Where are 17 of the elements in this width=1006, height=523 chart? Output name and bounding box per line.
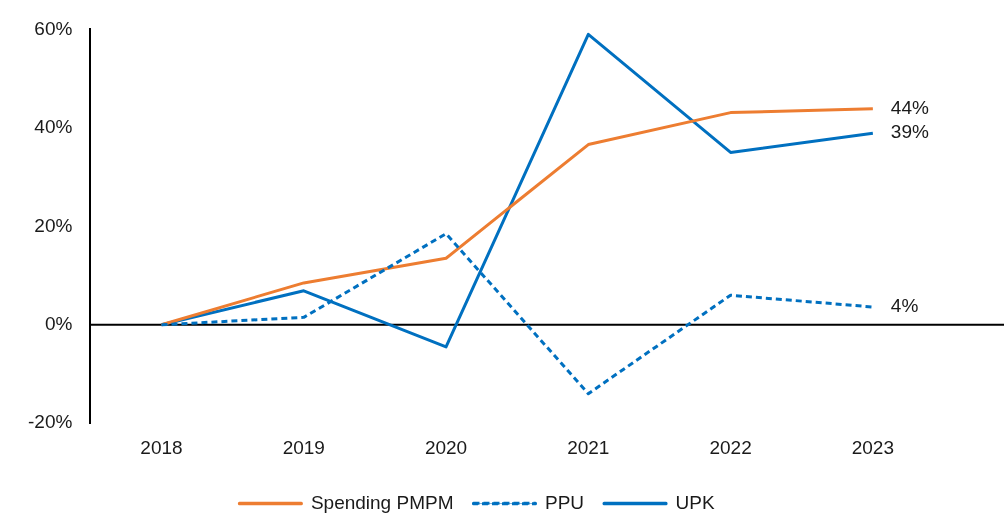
data-label: 4% <box>890 295 919 317</box>
x-tick-label: 2021 <box>567 436 610 458</box>
legend-label: Spending PMPM <box>310 491 454 513</box>
data-label: 44% <box>890 96 929 118</box>
x-tick-label: 2022 <box>709 436 752 458</box>
legend-label: PPU <box>544 491 585 513</box>
y-tick-label: 20% <box>34 214 73 236</box>
y-tick-label: -20% <box>28 411 73 433</box>
x-tick-label: 2018 <box>140 436 183 458</box>
x-tick-label: 2023 <box>851 436 894 458</box>
data-label: 39% <box>890 121 929 143</box>
x-tick-label: 2020 <box>424 436 468 458</box>
y-tick-label: 0% <box>44 312 73 334</box>
y-tick-label: 40% <box>34 116 73 138</box>
legend-label: UPK <box>675 491 715 513</box>
y-tick-label: 60% <box>34 17 73 39</box>
x-tick-label: 2019 <box>282 436 325 458</box>
